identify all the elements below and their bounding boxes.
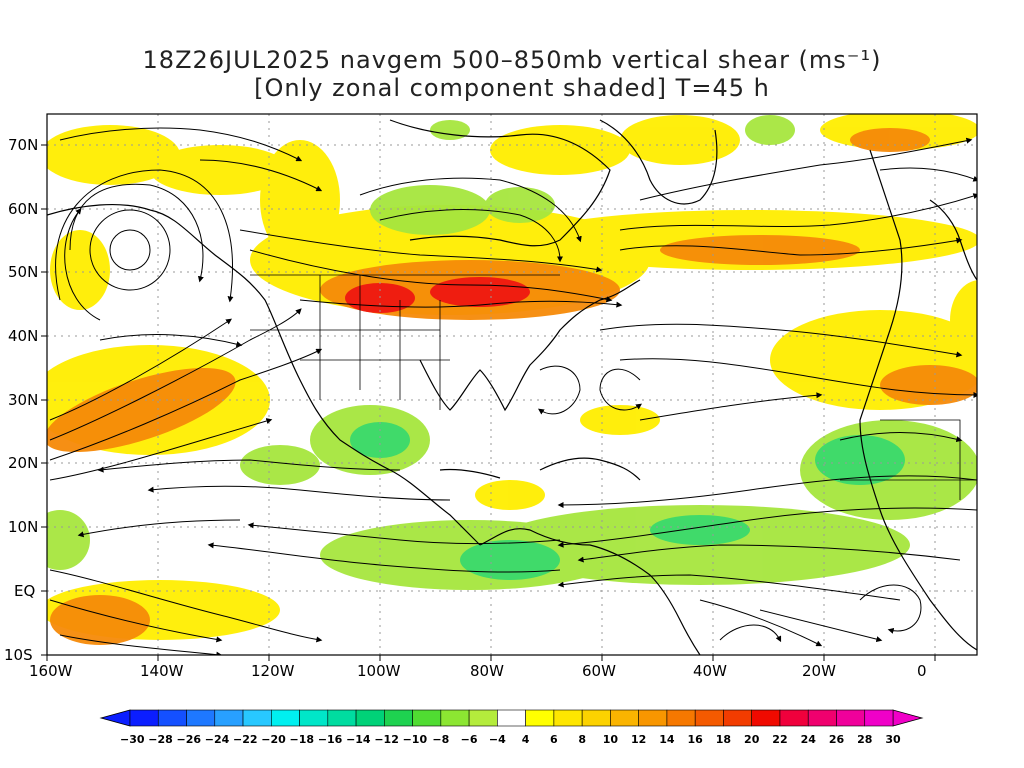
lon-label: 60W	[582, 662, 616, 680]
lon-label: 120W	[251, 662, 295, 680]
colorbar-cell	[836, 709, 866, 727]
axis-ticks	[41, 144, 936, 661]
map-subtitle: [Only zonal component shaded] T=45 h	[254, 74, 770, 102]
lon-label: 100W	[357, 662, 401, 680]
lat-label: 20N	[8, 454, 39, 472]
colorbar-cell	[214, 709, 244, 727]
colorbar-label: 4	[521, 733, 530, 746]
colorbar-cell	[186, 709, 216, 727]
colorbar-max-arrow	[892, 709, 924, 727]
colorbar-label: −10	[402, 733, 428, 746]
colorbar-label: −16	[317, 733, 343, 746]
political-borders	[250, 274, 977, 500]
lat-label: 10S	[4, 646, 33, 664]
colorbar-cell	[242, 709, 272, 727]
lat-label: 50N	[8, 263, 39, 281]
lon-label: 40W	[693, 662, 727, 680]
lat-label: 30N	[8, 391, 39, 409]
colorbar-label: 18	[715, 733, 732, 746]
colorbar-label: 24	[800, 733, 816, 746]
map-title: 18Z26JUL2025 navgem 500–850mb vertical s…	[142, 46, 882, 74]
map-plot-area	[47, 114, 977, 655]
lon-label: 160W	[29, 662, 73, 680]
colorbar-cell	[440, 709, 470, 727]
map-frame	[46, 113, 978, 656]
colorbar-min-arrow	[99, 709, 131, 727]
streamlines	[49, 127, 977, 655]
colorbar-cell	[129, 709, 159, 727]
colorbar-label: −26	[176, 733, 202, 746]
colorbar-label: 16	[687, 733, 703, 746]
lat-label: 60N	[8, 200, 39, 218]
colorbar-cell	[807, 709, 837, 727]
colorbar-label: 30	[885, 733, 901, 746]
colorbar-cell	[468, 709, 498, 727]
lat-label: 40N	[8, 327, 39, 345]
colorbar-label: −24	[204, 733, 230, 746]
colorbar-cell	[638, 709, 668, 727]
colorbar-cell	[525, 709, 555, 727]
lat-label: 70N	[8, 136, 39, 154]
colorbar-label: 20	[744, 733, 760, 746]
colorbar-cell	[412, 709, 442, 727]
colorbar-label: 6	[550, 733, 558, 746]
colorbar-label: 10	[602, 733, 619, 746]
colorbar-label: 8	[578, 733, 586, 746]
colorbar-label: −22	[233, 733, 258, 746]
colorbar-label: −8	[432, 733, 450, 746]
colorbar-cell	[779, 709, 809, 727]
colorbar-cell	[666, 709, 696, 727]
colorbar-label: −18	[289, 733, 315, 746]
colorbar-cell	[327, 709, 357, 727]
lat-label: 10N	[8, 518, 39, 536]
lon-label: 80W	[470, 662, 504, 680]
colorbar-cell	[694, 709, 724, 727]
colorbar-label: 14	[659, 733, 675, 746]
colorbar-cell	[864, 709, 894, 727]
colorbar-label: −30	[120, 733, 145, 746]
colorbar-cell	[581, 709, 611, 727]
colorbar-cell	[497, 709, 526, 727]
colorbar-cell	[355, 709, 385, 727]
colorbar-label: −6	[460, 733, 478, 746]
colorbar-cell	[553, 709, 583, 727]
shade-negative-moderate	[350, 422, 905, 580]
colorbar-cell	[751, 709, 781, 727]
colorbar-label: −28	[148, 733, 173, 746]
colorbar-cell	[157, 709, 187, 727]
lon-label: 140W	[140, 662, 184, 680]
lon-label: 0	[917, 662, 927, 680]
colorbar-cell	[299, 709, 329, 727]
colorbar-cell	[384, 709, 413, 727]
colorbar-label: −20	[261, 733, 286, 746]
colorbar-label: 22	[772, 733, 788, 746]
colorbar-cell	[610, 709, 639, 727]
colorbar-label: 26	[828, 733, 845, 746]
colorbar-label: −12	[374, 733, 399, 746]
colorbar-label: −14	[346, 733, 371, 746]
lat-label: EQ	[14, 582, 36, 600]
colorbar-label: −4	[488, 733, 506, 746]
colorbar-cell	[270, 709, 300, 727]
colorbar-cell	[723, 709, 753, 727]
lon-label: 20W	[802, 662, 836, 680]
colorbar-label: 28	[857, 733, 873, 746]
colorbar-label: 12	[631, 733, 647, 746]
colorbar	[99, 709, 924, 727]
